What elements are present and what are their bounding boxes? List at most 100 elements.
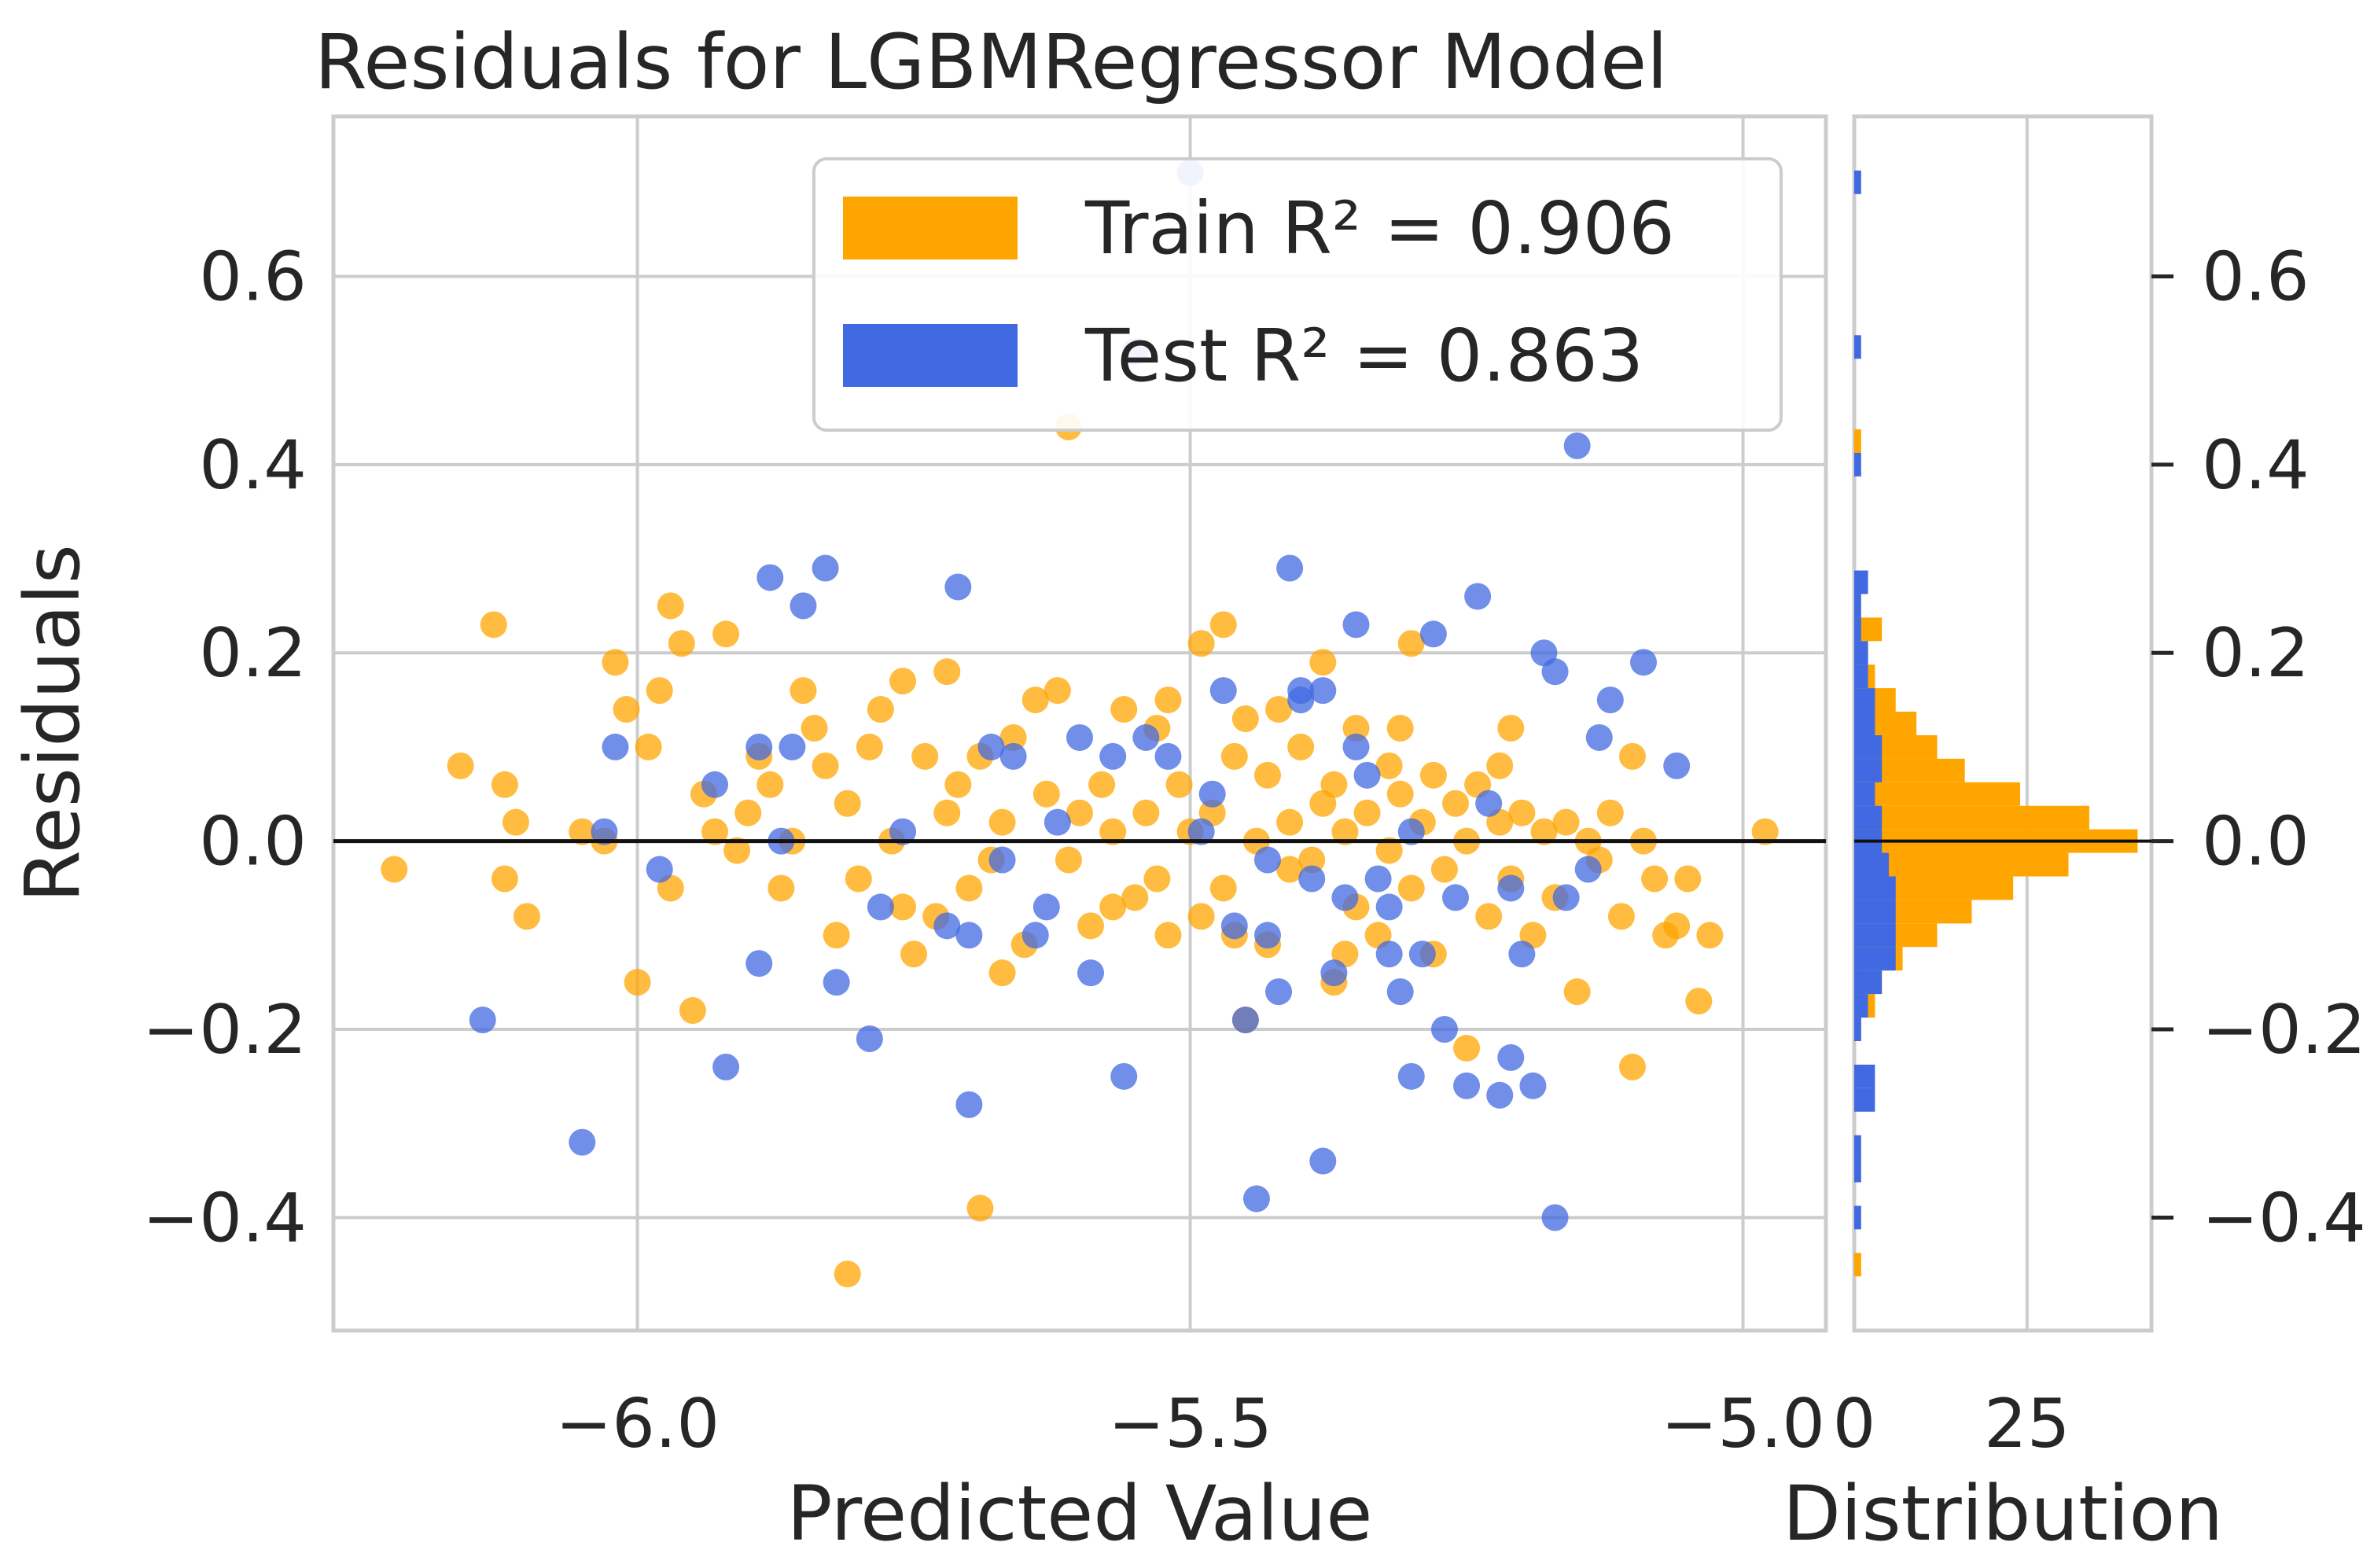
test-point-36 [1198,780,1226,808]
train-point-86 [1309,649,1337,676]
train-point-102 [1430,856,1458,883]
train-point-21 [723,837,751,864]
train-point-66 [1154,686,1182,714]
test-point-14 [823,969,850,996]
legend-box [812,157,1783,432]
test-point-80 [1254,846,1282,874]
train-point-38 [900,940,928,968]
train-point-4 [491,865,518,893]
train-point-41 [933,658,961,686]
test-point-74 [1574,856,1602,883]
train-point-50 [999,723,1027,751]
train-point-88 [1320,771,1348,798]
distribution-axis-label: Distribution [1783,1470,2223,1558]
train-point-29 [812,752,839,779]
x-axis-label: Predicted Value [787,1470,1373,1558]
y-tick-label-2: 0.0 [199,803,307,882]
train-point-25 [767,874,795,902]
distribution-test-bar-12 [1854,852,1889,877]
x-tick-label-1: −5.5 [1108,1385,1272,1463]
train-point-78 [1254,761,1282,789]
distribution-test-bar-10 [1854,900,1896,924]
train-point-69 [1187,903,1215,930]
distribution-train-bar-10 [1854,805,2089,830]
test-point-25 [1021,922,1049,949]
train-point-109 [1497,714,1525,742]
test-point-56 [1397,1062,1425,1090]
test-point-48 [1320,959,1348,987]
test-point-41 [1254,922,1282,949]
train-point-74 [1220,742,1248,770]
distribution-test-bar-22 [1854,617,1861,642]
distribution-train-bar-11 [1854,782,2020,806]
y-axis-ticks: −0.4 −0.2 0.0 0.2 0.4 0.6 [142,237,307,1257]
train-point-101 [1419,761,1447,789]
distribution-y-tick-label-4: 0.4 [2202,426,2310,505]
train-point-22 [734,799,762,826]
train-point-0 [381,856,408,883]
train-point-60 [1099,818,1127,845]
test-point-37 [1209,677,1237,705]
train-point-137 [1486,752,1514,779]
y-tick-label-4: 0.4 [199,426,307,505]
distribution-test-bar-24 [1854,570,1868,594]
train-point-57 [1066,799,1093,826]
train-point-7 [569,818,596,845]
train-point-111 [1508,799,1536,826]
test-point-61 [1442,884,1470,911]
y-tick-label-0: −0.4 [142,1179,307,1257]
train-point-121 [1618,742,1646,770]
legend-train-label: Train R² = 0.906 [1084,186,1675,271]
test-point-76 [1596,686,1624,714]
distribution-x-tick-label-1: 25 [1984,1385,2070,1463]
distribution-histogram [1854,170,2138,1277]
train-point-17 [679,997,706,1025]
test-point-45 [1298,865,1326,893]
test-point-23 [988,846,1016,874]
train-point-46 [966,1194,994,1222]
legend-test-label: Test R² = 0.863 [1084,314,1643,398]
test-point-5 [701,771,729,798]
train-point-13 [646,677,673,705]
y-tick-label-3: 0.2 [199,614,307,693]
distribution-test-bar-1 [1854,1158,1861,1183]
test-point-27 [1043,808,1071,836]
train-point-96 [1386,780,1414,808]
test-point-19 [944,573,972,601]
train-point-70 [1187,630,1215,657]
test-point-43 [1276,554,1304,582]
train-point-67 [1165,771,1193,798]
test-point-42 [1265,978,1293,1006]
test-point-81 [1099,742,1127,770]
distribution-test-bar-2 [1854,1135,1861,1159]
test-point-52 [1353,761,1381,789]
test-point-20 [955,1091,983,1118]
train-point-24 [756,771,784,798]
distribution-y-tick-label-0: −0.4 [2202,1179,2366,1257]
train-point-131 [834,1261,861,1288]
test-point-63 [1464,583,1492,610]
distribution-x-tick-label-0: 0 [1833,1385,1876,1463]
distribution-test-bar-17 [1854,734,1883,759]
distribution-test-bar-4 [1854,1064,1875,1088]
distribution-test-bar-5 [1854,1018,1861,1041]
distribution-y-tick-label-2: 0.0 [2202,803,2310,882]
train-point-54 [1043,677,1071,705]
train-point-80 [1265,696,1293,723]
test-point-58 [1408,940,1436,968]
train-point-55 [1054,846,1082,874]
test-point-46 [1309,677,1337,705]
test-point-51 [1342,733,1370,760]
train-point-28 [801,714,828,742]
legend: Train R² = 0.906 Test R² = 0.863 [812,157,1783,432]
distribution-y-tick-label-3: 0.2 [2202,614,2310,693]
train-point-20 [712,620,740,648]
test-point-68 [1508,940,1536,968]
train-point-48 [988,808,1016,836]
test-point-57 [1397,818,1425,845]
train-point-103 [1442,790,1470,817]
train-point-9 [602,649,629,676]
test-point-59 [1419,620,1447,648]
test-point-72 [1552,884,1580,911]
